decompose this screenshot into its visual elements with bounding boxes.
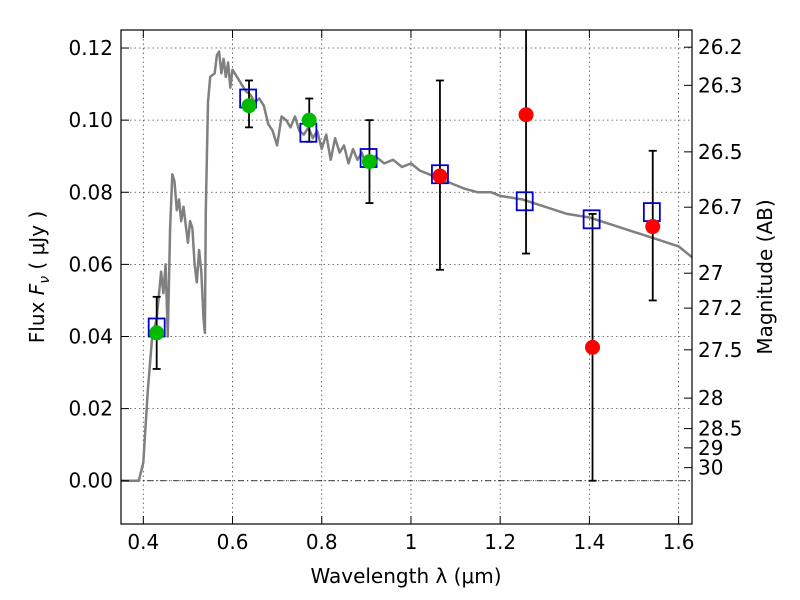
mag-tick-label-7: 28 xyxy=(698,386,723,410)
x-tick-labels: 0.4 0.6 0.8 1 1.2 1.4 1.6 xyxy=(127,530,694,554)
plot-frame xyxy=(120,29,693,525)
mag-tick-label-5: 27.2 xyxy=(698,296,743,320)
mag-tick-label-9: 29 xyxy=(698,436,723,460)
data-point-0 xyxy=(149,325,165,341)
y-axis-title-lead: Flux xyxy=(25,295,49,343)
x-tick-label-2: 0.8 xyxy=(306,530,338,554)
y-tick-labels: 0.00 0.02 0.04 0.06 0.08 0.10 0.12 xyxy=(68,36,113,493)
model-spectrum xyxy=(121,50,693,482)
grid xyxy=(121,30,692,524)
data-point-1 xyxy=(241,98,257,114)
observed-points xyxy=(149,98,661,355)
x-tick-label-0: 0.4 xyxy=(127,530,159,554)
data-point-3 xyxy=(361,154,377,170)
data-point-2 xyxy=(301,112,317,128)
y-tick-label-2: 0.04 xyxy=(68,324,113,348)
x-tick-label-5: 1.4 xyxy=(573,530,605,554)
mag-tick-label-0: 26.2 xyxy=(698,35,743,59)
axis-ticks xyxy=(121,30,692,524)
x-tick-label-1: 0.6 xyxy=(217,530,249,554)
data-point-7 xyxy=(645,219,661,235)
mag-tick-label-4: 27 xyxy=(698,261,723,285)
mag-tick-label-10: 30 xyxy=(698,456,723,480)
y-tick-label-0: 0.00 xyxy=(68,469,113,493)
y-axis-title: Flux Fν ( μJy ) xyxy=(25,211,53,343)
y-tick-label-1: 0.02 xyxy=(68,397,113,421)
y-axis-title-symbol: F xyxy=(25,283,49,295)
mag-tick-label-6: 27.5 xyxy=(698,338,743,362)
model-box-5 xyxy=(515,191,534,212)
model-spectrum-line xyxy=(121,50,693,482)
error-bars xyxy=(152,30,657,482)
x-tick-label-4: 1.2 xyxy=(484,530,516,554)
mag-tick-label-3: 26.7 xyxy=(698,195,743,219)
magnitude-axis-title: Magnitude (AB) xyxy=(753,199,777,354)
y-tick-label-4: 0.08 xyxy=(68,180,113,204)
mag-tick-label-1: 26.3 xyxy=(698,73,743,97)
y-tick-label-5: 0.10 xyxy=(68,108,113,132)
mag-tick-label-8: 28.5 xyxy=(698,417,743,441)
x-tick-label-3: 1 xyxy=(405,530,418,554)
y-tick-label-3: 0.06 xyxy=(68,252,113,276)
y-axis-title-unit: ( μJy ) xyxy=(25,211,49,276)
model-photometry-boxes xyxy=(147,88,661,338)
data-point-6 xyxy=(585,339,601,355)
model-box-6 xyxy=(582,209,601,230)
data-point-4 xyxy=(432,168,448,184)
x-axis-title: Wavelength λ (μm) xyxy=(310,564,501,588)
x-tick-label-6: 1.6 xyxy=(663,530,695,554)
y-tick-label-6: 0.12 xyxy=(68,36,113,60)
data-point-5 xyxy=(518,107,534,123)
mag-tick-label-2: 26.5 xyxy=(698,140,743,164)
y-axis-title-subscript: ν xyxy=(37,276,53,284)
